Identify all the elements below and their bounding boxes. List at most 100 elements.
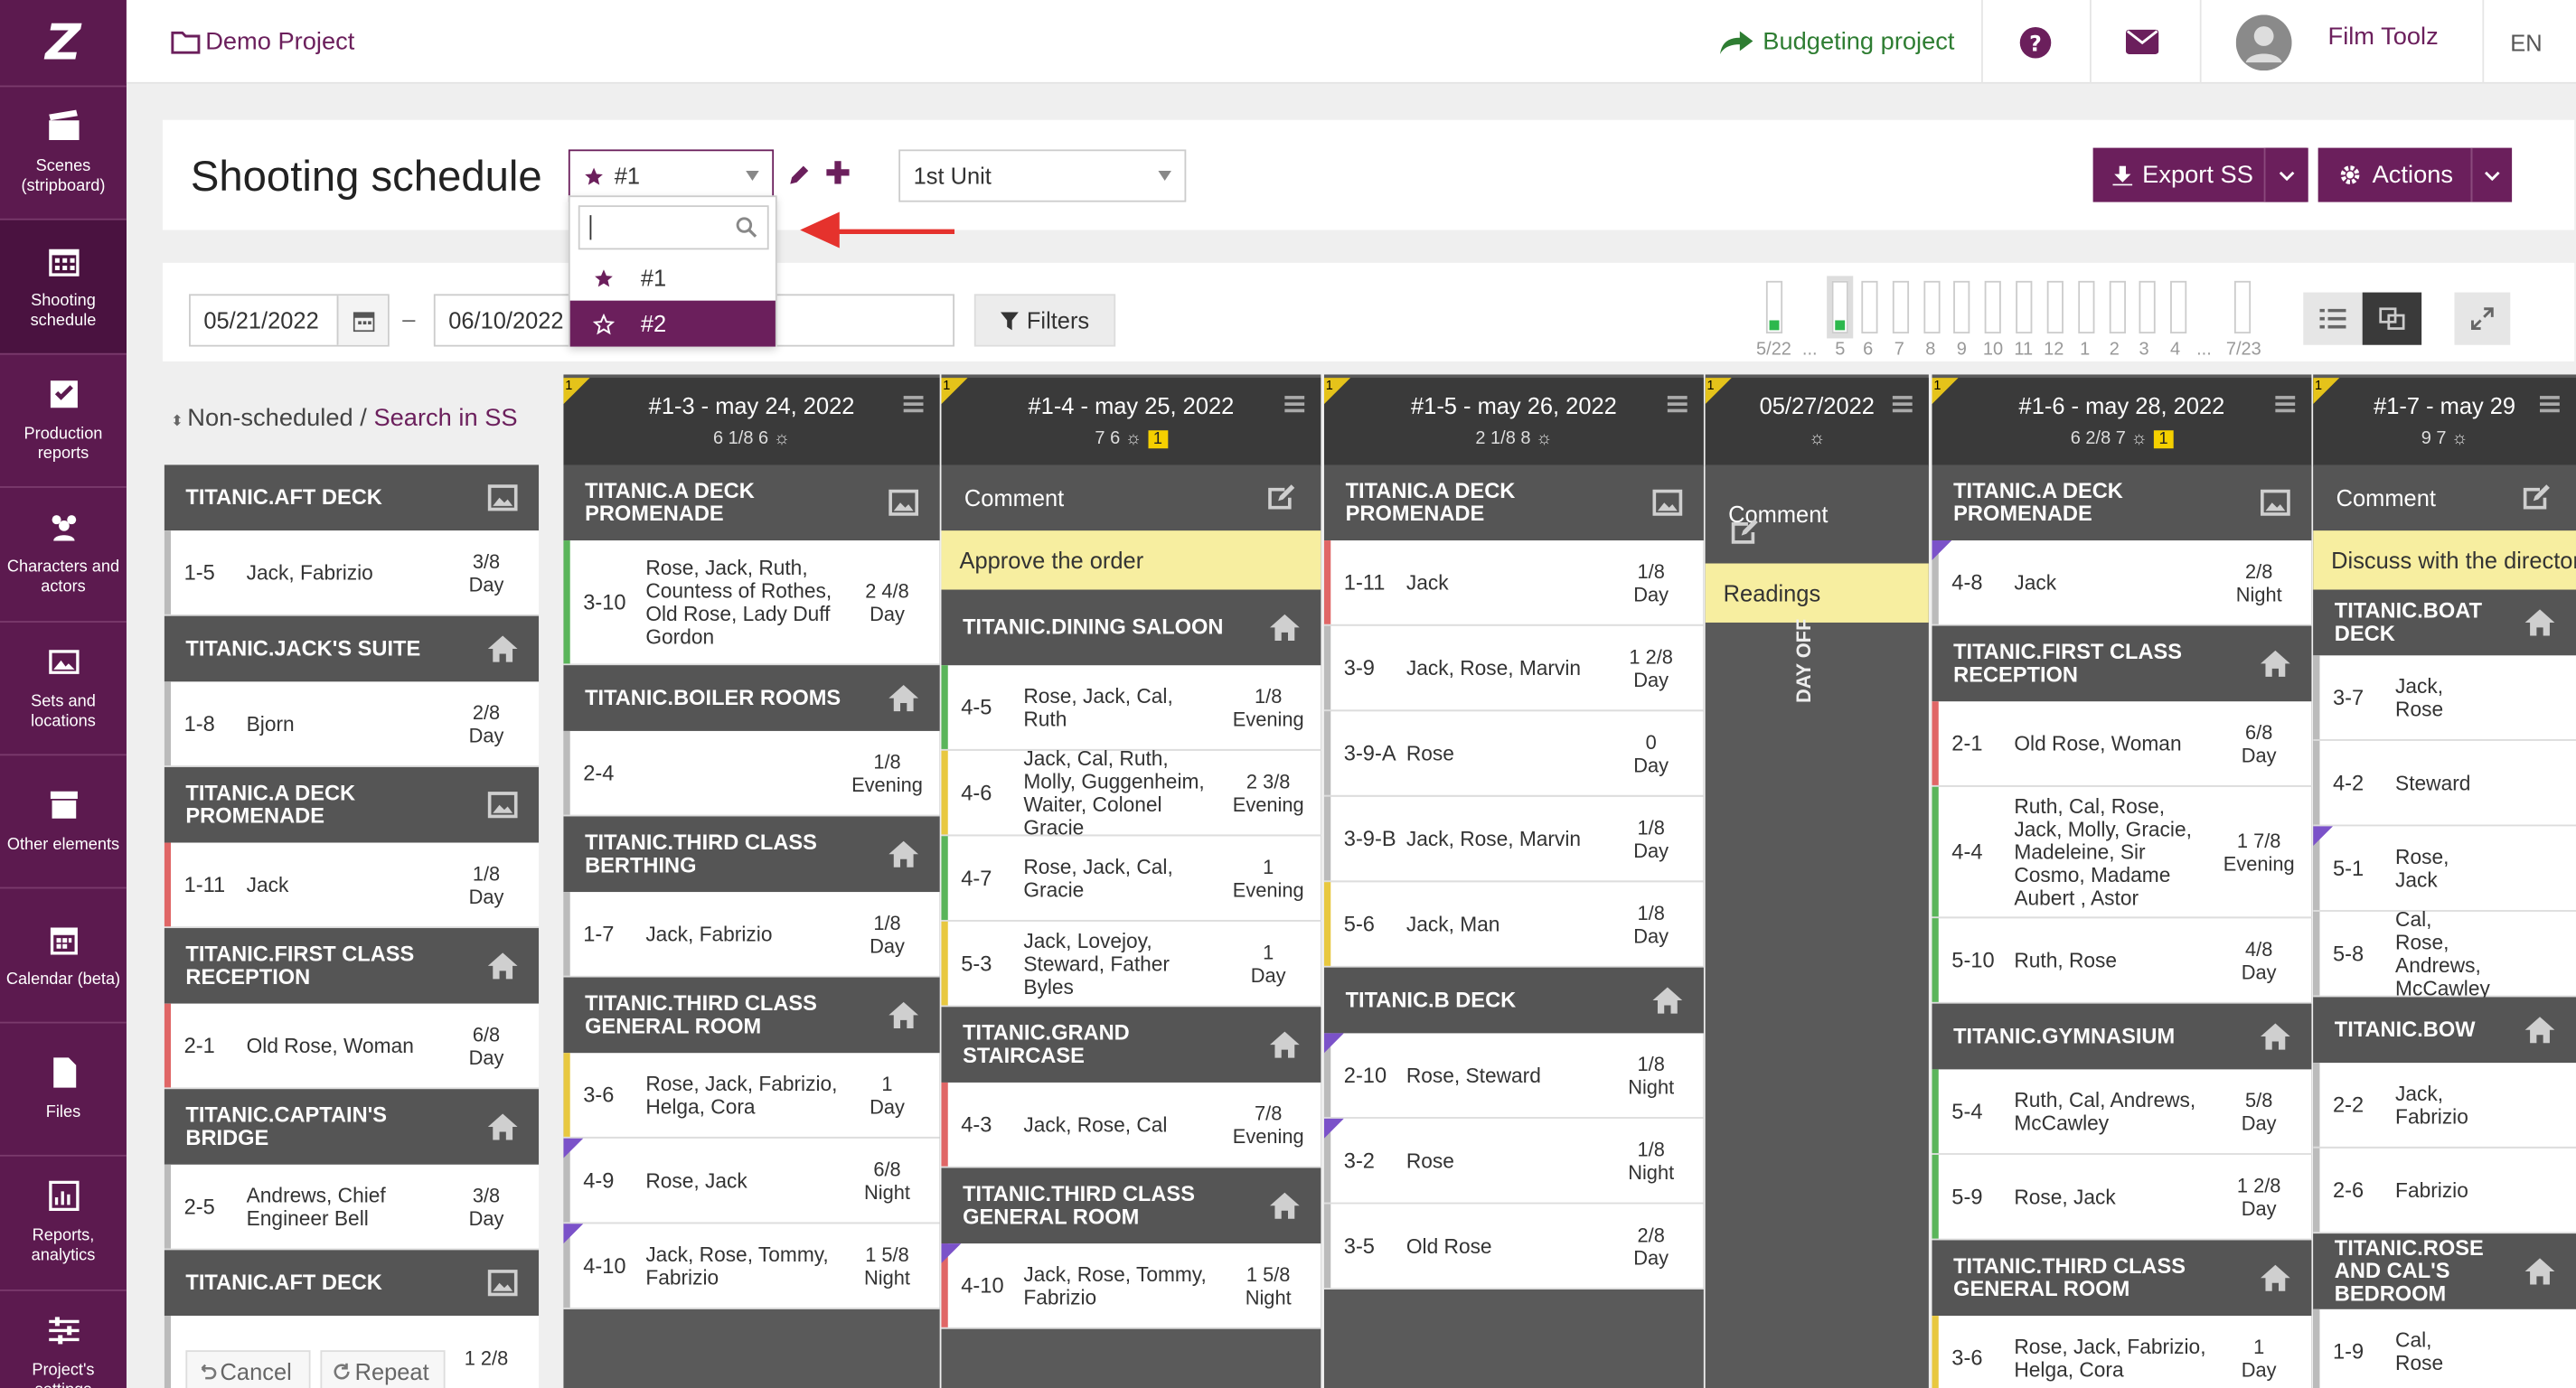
location-header[interactable]: TITANIC.BOILER ROOMS (563, 665, 940, 731)
day-menu-icon[interactable] (1667, 396, 1688, 413)
location-header[interactable]: TITANIC.THIRD CLASS BERTHING (563, 816, 940, 893)
scene-row[interactable]: 2-6 Fabrizio (2313, 1148, 2576, 1234)
scene-row[interactable]: 5-3 Jack, Lovejoy, Steward, Father Byles 1… (941, 921, 1321, 1008)
day-slot[interactable] (1953, 280, 1970, 334)
scene-row[interactable]: 4-6 Jack, Cal, Ruth, Molly, Guggenheim, W… (941, 746, 1321, 839)
cancel-button[interactable]: Cancel (185, 1350, 311, 1388)
list-view-button[interactable] (2303, 292, 2363, 345)
dropdown-item-2[interactable]: #2 (569, 300, 776, 347)
day-menu-icon[interactable] (1284, 396, 1305, 413)
scene-row[interactable]: 4-8 Jack 2/8 Night (1932, 540, 2312, 626)
location-header[interactable]: TITANIC.AFT DECK (164, 464, 540, 531)
location-header[interactable]: TITANIC.AFT DECK (164, 1250, 540, 1317)
comment-header[interactable]: Comment (1705, 464, 1929, 564)
scene-row[interactable]: 3-10 Rose, Jack, Ruth, Countess of Rothes… (563, 540, 940, 666)
day-header[interactable]: 1 #1-3 - may 24, 2022 6 1/8 6 ☼ (563, 378, 940, 467)
edit-schedule-button[interactable] (788, 163, 811, 194)
scene-row[interactable]: 3-9-A Rose 0 Day (1323, 711, 1704, 797)
scene-row[interactable]: 3-9-B Jack, Rose, Marvin 1/8 Day (1323, 796, 1704, 883)
actions-dropdown-toggle[interactable] (2470, 147, 2513, 202)
day-slot[interactable] (1923, 280, 1941, 334)
scene-row[interactable]: 4-4 Ruth, Cal, Rose, Jack, Molly, Gracie,… (1932, 786, 2312, 919)
sidebar-item-project-s-settings[interactable]: Project's settings (0, 1289, 127, 1388)
day-slot[interactable] (1892, 280, 1910, 334)
user-name[interactable]: Film Toolz (2327, 23, 2439, 52)
location-header[interactable]: TITANIC.A DECK PROMENADE (1932, 464, 2312, 541)
day-slot[interactable] (2016, 280, 2033, 334)
date-from-calendar-button[interactable] (336, 295, 388, 345)
comment-text[interactable]: Discuss with the director (2313, 530, 2576, 590)
sidebar-item-scenes-stripboard[interactable]: Scenes (stripboard) (0, 85, 127, 220)
scene-row[interactable]: 1-7 Jack, Fabrizio 1/8 Day (563, 892, 940, 978)
export-dropdown-toggle[interactable] (2263, 147, 2308, 202)
scene-row[interactable]: 2-4 1/8 Evening (563, 730, 940, 817)
location-header[interactable]: TITANIC.A DECK PROMENADE (1323, 464, 1704, 541)
location-header[interactable]: TITANIC.B DECK (1323, 967, 1704, 1034)
day-slot[interactable] (2139, 280, 2156, 334)
edit-comment-icon[interactable] (1265, 483, 1298, 512)
day-header[interactable]: 1 #1-7 - may 29 9 7 ☼ (2313, 378, 2576, 467)
location-header[interactable]: TITANIC.JACK'S SUITE (164, 615, 540, 682)
dropdown-search-input[interactable] (578, 205, 769, 250)
dropdown-item-1[interactable]: #1 (570, 255, 776, 301)
non-scheduled-tab[interactable]: Non-scheduled (187, 404, 353, 433)
comment-text[interactable]: Readings (1705, 563, 1929, 623)
comment-header[interactable]: Comment (941, 464, 1321, 531)
scene-row[interactable]: 4-5 Rose, Jack, Cal, Ruth 1/8 Evening (941, 665, 1321, 751)
unit-select[interactable]: 1st Unit (898, 149, 1187, 202)
scene-row[interactable]: 3-2 Rose 1/8 Night (1323, 1118, 1704, 1205)
scene-row[interactable]: 1-9 Cal, Rose (2313, 1308, 2576, 1388)
scene-row[interactable]: 3-6 Rose, Jack, Fabrizio, Helga, Cora 1 Day (1932, 1316, 2312, 1388)
scene-row[interactable]: 5-1 Rose, Jack (2313, 826, 2576, 912)
scene-row[interactable]: 5-6 Jack, Man 1/8 Day (1323, 882, 1704, 968)
sidebar-item-reports-analytics[interactable]: Reports, analytics (0, 1155, 127, 1289)
scene-row[interactable]: 3-6 Rose, Jack, Fabrizio, Helga, Cora 1 Day (563, 1053, 940, 1139)
sidebar-item-shooting-schedule[interactable]: Shooting schedule (0, 219, 127, 353)
day-menu-icon[interactable] (2275, 396, 2296, 413)
location-header[interactable]: TITANIC.DINING SALOON (941, 589, 1321, 666)
repeat-button[interactable]: Repeat (320, 1350, 446, 1388)
day-menu-icon[interactable] (903, 396, 924, 413)
day-slot[interactable] (1861, 280, 1878, 334)
sidebar-item-sets-and-locations[interactable]: Sets and locations (0, 620, 127, 754)
filters-button[interactable]: Filters (973, 294, 1116, 347)
location-header[interactable]: TITANIC.FIRST CLASS RECEPTION (164, 928, 540, 1004)
edit-comment-icon[interactable] (2520, 483, 2552, 512)
scene-row[interactable]: 3-7 Jack, Rose (2313, 655, 2576, 741)
language-switch[interactable]: EN (2510, 28, 2543, 55)
actions-button[interactable]: Actions (2317, 147, 2471, 202)
scene-row[interactable]: 2-10 Rose, Steward 1/8 Night (1323, 1033, 1704, 1119)
sidebar-item-other-elements[interactable]: Other elements (0, 754, 127, 887)
project-link[interactable]: Demo Project (171, 0, 354, 84)
scene-row[interactable]: 1-8 Bjorn 2/8 Day (164, 681, 540, 767)
fullscreen-button[interactable] (2454, 292, 2511, 345)
location-header[interactable]: TITANIC.ROSE AND CAL'S BEDROOM (2313, 1233, 2576, 1309)
app-logo[interactable]: Z (45, 14, 81, 72)
board-view-button[interactable] (2362, 292, 2422, 345)
scene-row[interactable]: 4-2 Steward (2313, 740, 2576, 827)
scene-row[interactable]: 5-4 Ruth, Cal, Andrews, McCawley 5/8 Day (1932, 1069, 2312, 1155)
location-header[interactable]: TITANIC.CAPTAIN'S BRIDGE (164, 1089, 540, 1165)
scene-row[interactable]: 4-10 Jack, Rose, Tommy, Fabrizio 1 5/8 Nigh… (941, 1243, 1321, 1329)
day-menu-icon[interactable] (1892, 396, 1913, 413)
avatar[interactable] (2235, 0, 2292, 84)
day-slot[interactable] (2046, 280, 2064, 334)
location-header[interactable]: TITANIC.THIRD CLASS GENERAL ROOM (563, 977, 940, 1054)
location-header[interactable]: TITANIC.FIRST CLASS RECEPTION (1932, 625, 2312, 702)
scene-row[interactable]: 2-5 Andrews, Chief Engineer Bell 3/8 Day (164, 1164, 540, 1251)
location-header[interactable]: TITANIC.THIRD CLASS GENERAL ROOM (941, 1168, 1321, 1244)
day-menu-icon[interactable] (2540, 396, 2560, 413)
help-button[interactable]: ? (2019, 0, 2052, 84)
location-header[interactable]: TITANIC.THIRD CLASS GENERAL ROOM (1932, 1240, 2312, 1317)
scene-row[interactable]: 2-1 Old Rose, Woman 6/8 Day (1932, 701, 2312, 787)
day-slot[interactable] (1765, 280, 1783, 334)
scene-row[interactable]: 4-10 Jack, Rose, Tommy, Fabrizio 1 5/8 Nigh… (563, 1224, 940, 1309)
day-header[interactable]: 1 #1-6 - may 28, 2022 6 2/8 7 ☼ 1 (1932, 378, 2312, 467)
sidebar-item-characters-and-actors[interactable]: Characters and actors (0, 486, 127, 620)
location-header[interactable]: TITANIC.BOW (2313, 997, 2576, 1064)
scene-row[interactable]: 2-1 Old Rose, Woman 6/8 Day (164, 1003, 540, 1090)
scene-row[interactable]: 1-11 Jack 1/8 Day (164, 842, 540, 929)
search-in-ss-tab[interactable]: Search in SS (373, 404, 518, 433)
location-header[interactable]: TITANIC.GYMNASIUM (1932, 1003, 2312, 1070)
sidebar-item-files[interactable]: Files (0, 1021, 127, 1155)
